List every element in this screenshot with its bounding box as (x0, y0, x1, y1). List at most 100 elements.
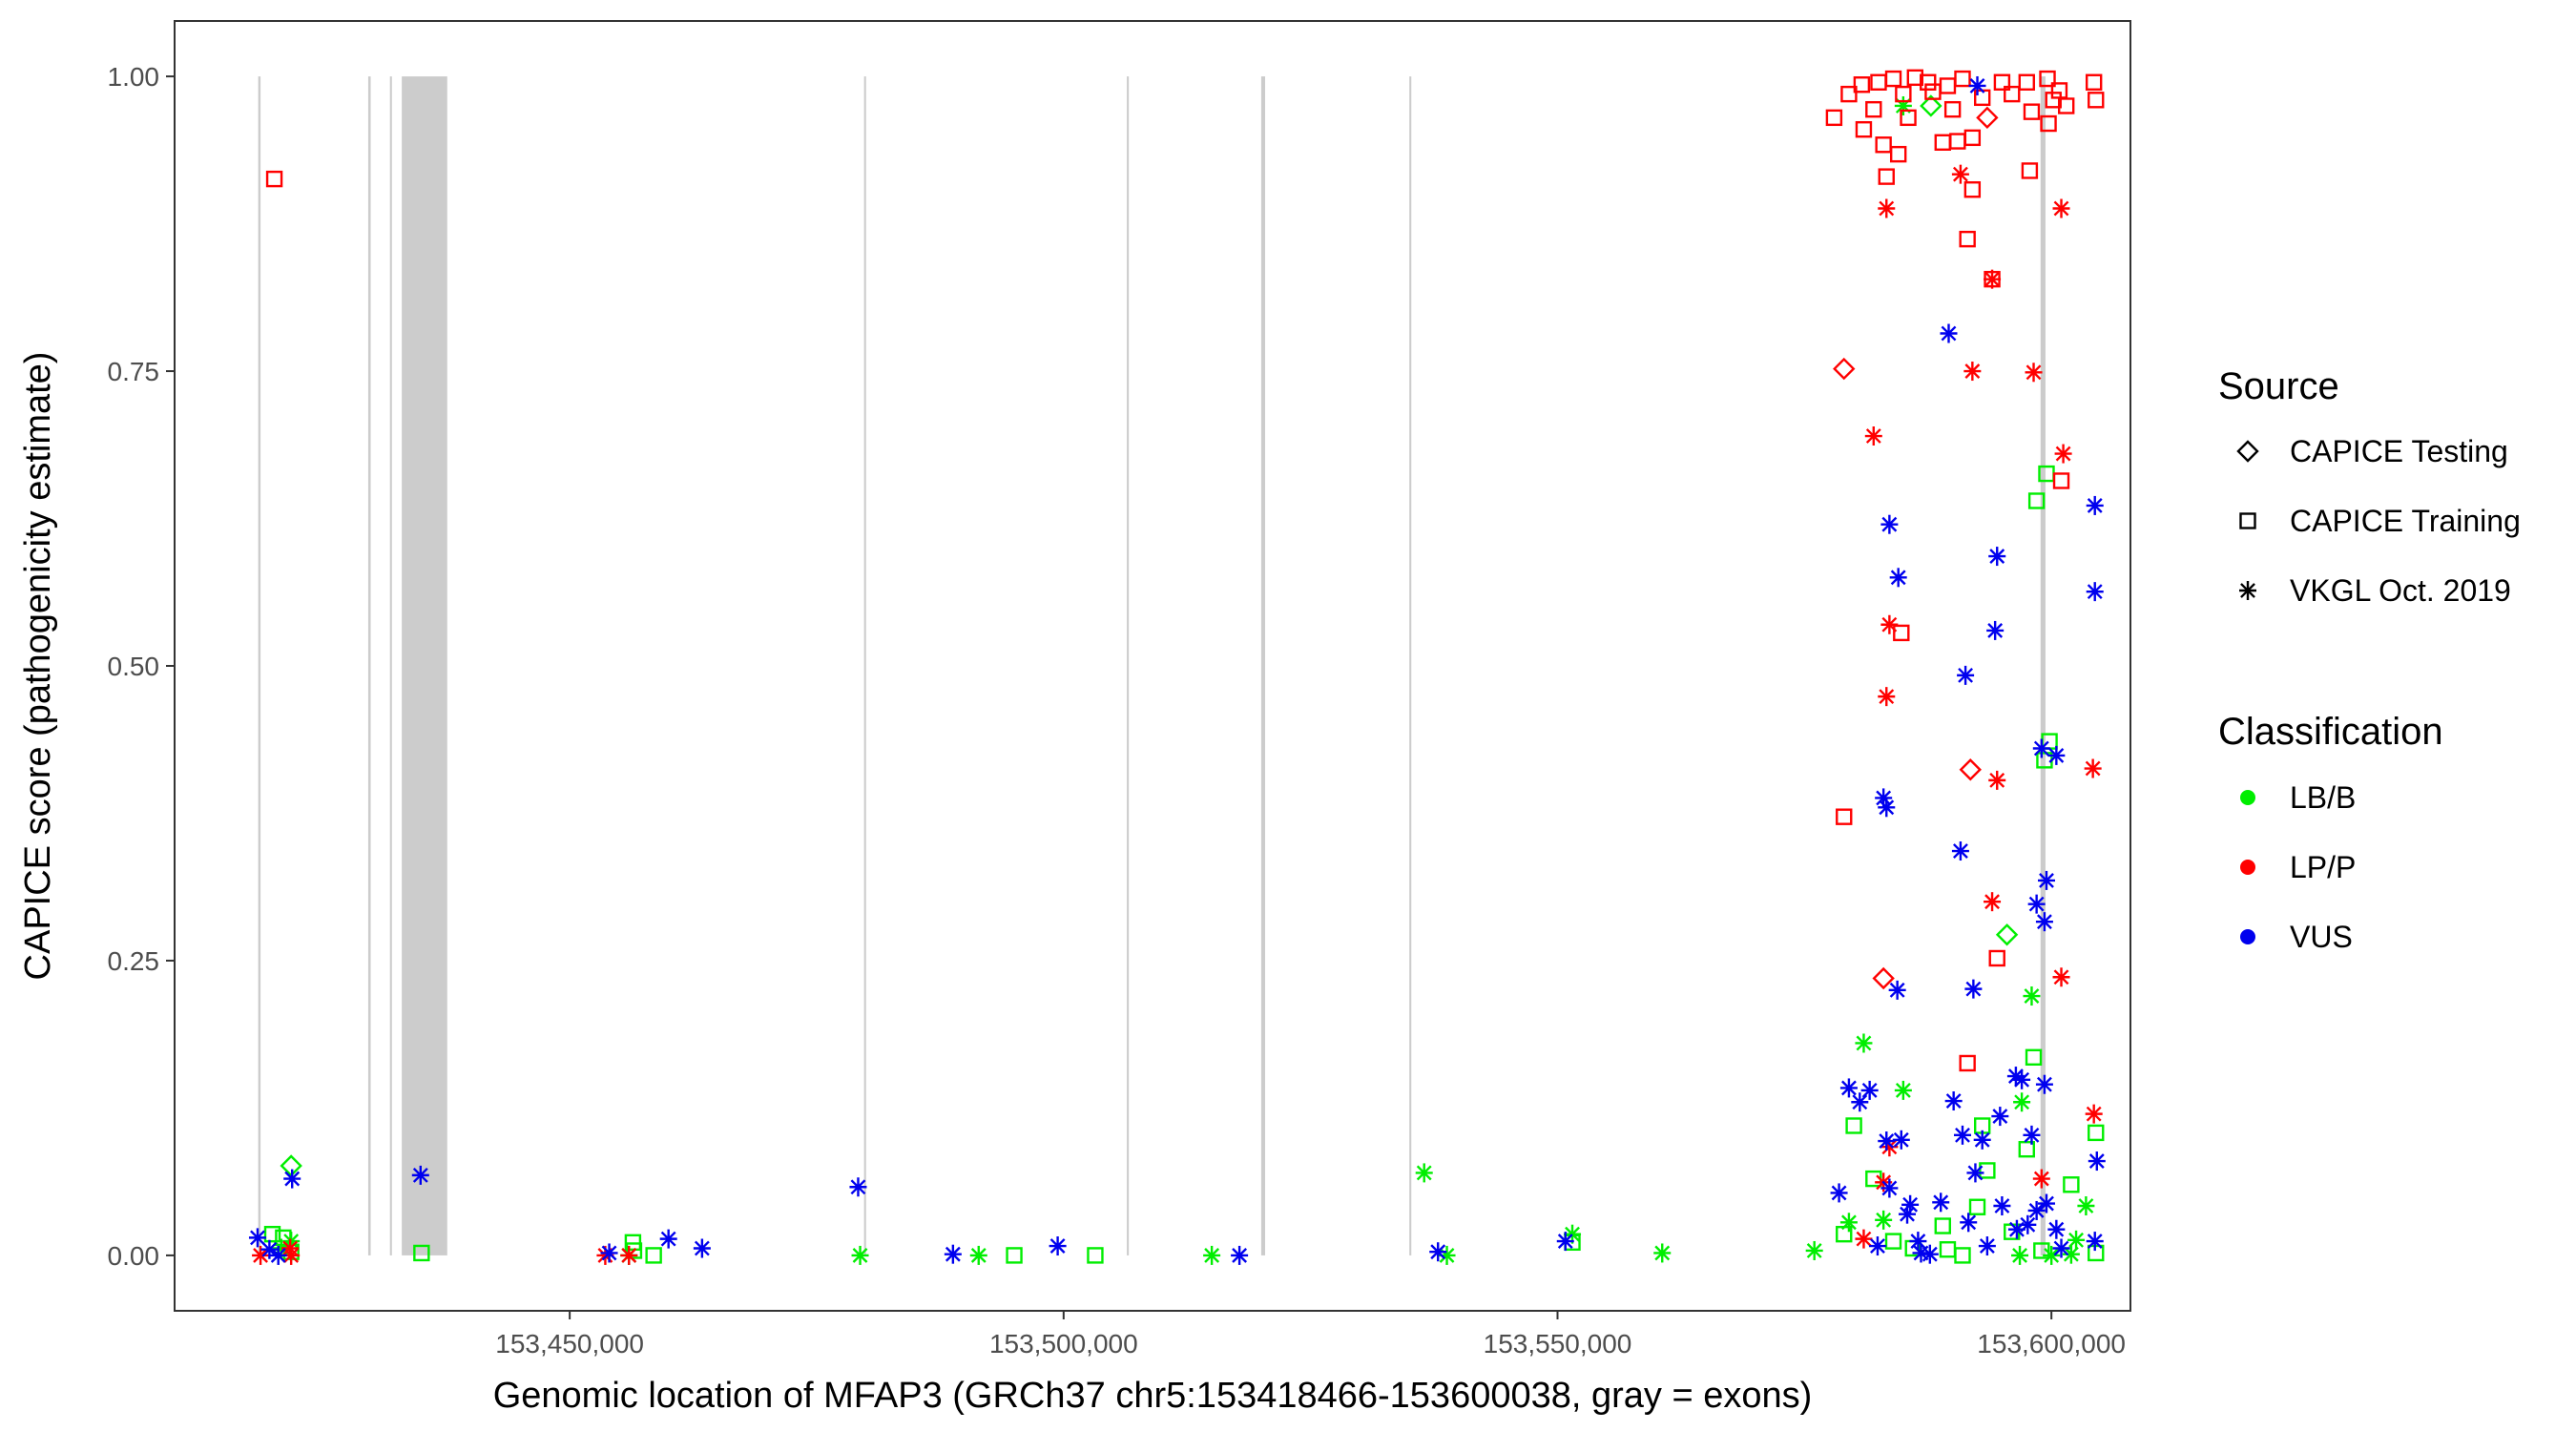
point-vus-asterisk-53 (2027, 1200, 2046, 1220)
point-lbb-asterisk-24 (1839, 1213, 1858, 1233)
point-lpp-square-41 (1963, 129, 1982, 147)
point-lbb-square-30 (1884, 1233, 1902, 1250)
point-vus-asterisk-2 (260, 1239, 279, 1259)
point-vus-asterisk-56 (2035, 1074, 2053, 1094)
point-vus-asterisk-12 (1231, 1245, 1249, 1265)
point-vus-asterisk-50 (2019, 1214, 2037, 1234)
point-lpp-asterisk-71 (2085, 1104, 2103, 1124)
y-tick-label: 0.75 (108, 357, 160, 386)
point-lpp-square-38 (1954, 70, 1971, 88)
point-lbb-square-15 (1087, 1247, 1104, 1264)
x-tick-label: 153,500,000 (989, 1329, 1138, 1358)
point-vus-asterisk-25 (1888, 980, 1906, 1000)
exon-bands (258, 76, 2046, 1255)
point-vus-asterisk-62 (2086, 495, 2104, 515)
point-lbb-asterisk-26 (1855, 1033, 1873, 1053)
point-lpp-asterisk-49 (1984, 892, 2002, 912)
point-lpp-asterisk-66 (2052, 967, 2070, 987)
point-vus-asterisk-52 (2027, 894, 2046, 914)
point-lpp-square-69 (2088, 92, 2105, 109)
point-lpp-asterisk-9 (1864, 426, 1882, 446)
point-vus-asterisk-28 (1901, 1194, 1920, 1214)
y-axis: 0.00 0.25 0.50 0.75 1.00 (108, 62, 175, 1271)
point-lpp-diamond-13 (1872, 966, 1895, 990)
point-vus-asterisk-61 (2052, 1238, 2070, 1258)
point-lbb-asterisk-54 (2077, 1196, 2095, 1216)
x-tick-label: 153,600,000 (1977, 1329, 2126, 1358)
point-vus-asterisk-31 (1932, 1192, 1950, 1213)
point-vus-asterisk-8 (693, 1238, 711, 1258)
point-vus-asterisk-64 (2088, 1151, 2106, 1172)
point-lbb-square-36 (1954, 1247, 1971, 1264)
point-lbb-diamond-40 (1995, 923, 2019, 946)
point-lpp-asterisk-6 (620, 1245, 638, 1265)
point-vus-asterisk-66 (1921, 1244, 1939, 1264)
point-lbb-square-2 (263, 1225, 281, 1243)
point-vus-asterisk-51 (2023, 1125, 2041, 1145)
point-vus-asterisk-26 (1892, 1130, 1910, 1150)
legend: Source CAPICE Testing CAPICE Training VK… (2218, 365, 2521, 954)
point-vus-asterisk-22 (1878, 1131, 1896, 1151)
point-lpp-square-21 (1855, 120, 1873, 138)
legend-class-keys (2240, 790, 2255, 944)
point-vus-asterisk-38 (1964, 979, 1983, 999)
point-lbb-square-34 (1934, 1217, 1951, 1234)
point-vus-asterisk-32 (1940, 323, 1958, 343)
point-lbb-asterisk-21 (1653, 1243, 1672, 1263)
point-vus-asterisk-6 (600, 1243, 618, 1263)
point-lbb-square-50 (2063, 1176, 2080, 1193)
point-lpp-square-27 (1889, 145, 1907, 163)
point-lbb-diamond-32 (1920, 94, 1942, 117)
point-vus-asterisk-21 (1880, 514, 1899, 534)
point-vus-asterisk-36 (1953, 1125, 1971, 1145)
point-vus-asterisk-30 (1912, 1243, 1930, 1263)
legend-label-lpp: LP/P (2290, 850, 2356, 884)
point-lpp-square-52 (1993, 73, 2011, 91)
y-tick-label: 0.50 (108, 652, 160, 681)
point-lpp-asterisk-63 (2052, 198, 2070, 218)
point-lpp-square-14 (1893, 624, 1910, 642)
point-lbb-square-43 (2018, 1140, 2035, 1158)
legend-label-vkgl: VKGL Oct. 2019 (2290, 573, 2511, 608)
point-lbb-asterisk-12 (851, 1245, 869, 1265)
point-lbb-square-55 (2088, 1124, 2105, 1142)
point-vus-asterisk-9 (849, 1177, 867, 1197)
point-vus-asterisk-23 (1880, 1178, 1899, 1198)
exon-band-2 (367, 76, 371, 1255)
legend-source-keys (2236, 440, 2259, 600)
point-lpp-square-22 (1865, 100, 1882, 118)
point-lpp-square-18 (1825, 109, 1843, 127)
point-vus-asterisk-41 (1973, 1130, 1991, 1150)
point-lpp-square-67 (2058, 97, 2075, 114)
point-vus-asterisk-4 (283, 1169, 301, 1189)
point-lpp-square-68 (2085, 73, 2103, 91)
point-lbb-asterisk-58 (2011, 1245, 2029, 1265)
point-vus-asterisk-13 (1429, 1242, 1447, 1262)
point-vus-asterisk-59 (2047, 745, 2066, 765)
exon-band-6 (1127, 76, 1130, 1255)
point-lbb-asterisk-17 (1415, 1163, 1433, 1183)
point-lpp-square-25 (1878, 168, 1895, 185)
point-lpp-square-54 (2018, 73, 2035, 91)
point-lpp-square-61 (2045, 92, 2062, 109)
point-lpp-asterisk-2 (252, 1245, 270, 1265)
point-lpp-asterisk-51 (1988, 770, 2006, 790)
legend-label-vus: VUS (2290, 920, 2353, 954)
point-lbb-asterisk-28 (1875, 1210, 1893, 1230)
point-lbb-asterisk-57 (2062, 1244, 2080, 1264)
point-lbb-asterisk-42 (2013, 1092, 2031, 1112)
point-lpp-square-65 (2052, 472, 2070, 489)
legend-key-vus (2240, 929, 2255, 944)
point-vus-asterisk-16 (1839, 1078, 1858, 1098)
point-lbb-asterisk-16 (1203, 1245, 1221, 1265)
point-lpp-asterisk-58 (2032, 1169, 2050, 1189)
point-vus-asterisk-45 (1991, 1107, 2009, 1127)
point-lpp-asterisk-57 (2025, 363, 2043, 383)
point-lbb-square-7 (413, 1244, 430, 1262)
point-vus-asterisk-34 (1951, 841, 1969, 861)
point-vus-asterisk-11 (1049, 1236, 1067, 1256)
point-vus-asterisk-3 (269, 1245, 287, 1265)
y-tick-label: 1.00 (108, 62, 160, 92)
point-lpp-square-35 (1943, 100, 1962, 118)
point-vus-asterisk-17 (1851, 1092, 1869, 1112)
